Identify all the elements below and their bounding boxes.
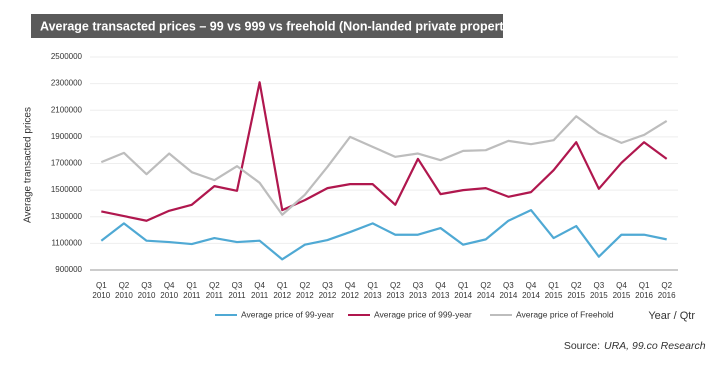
x-tick-label: Q2 2012 (296, 281, 314, 300)
x-tick-label: Q2 2014 (477, 281, 495, 300)
x-tick-label: Q1 2014 (454, 281, 472, 300)
source-label: Source: (564, 340, 600, 352)
y-tick-label: 2500000 (51, 52, 83, 61)
x-tick-label: Q1 2013 (364, 281, 382, 300)
x-tick-label: Q3 2015 (590, 281, 608, 300)
x-tick-label: Q3 2014 (499, 281, 517, 300)
y-tick-label: 1300000 (51, 212, 83, 221)
source: URA, 99.co Research (604, 340, 706, 352)
legend-label: Average price of 999-year (374, 309, 472, 319)
x-axis-label: Year / Qtr (648, 310, 695, 322)
x-tick-label: Q2 2010 (115, 281, 133, 300)
y-axis-label: Average transacted prices (23, 107, 34, 223)
y-tick-label: 1900000 (51, 132, 83, 141)
x-tick-label: Q1 2015 (545, 281, 563, 300)
chart-title: Average transacted prices – 99 vs 999 vs… (40, 19, 515, 33)
x-tick-label: Q3 2013 (409, 281, 427, 300)
x-tick-label: Q1 2011 (183, 281, 201, 300)
x-tick-label: Q3 2011 (228, 281, 246, 300)
x-tick-label: Q2 2015 (567, 281, 585, 300)
x-tick-label: Q1 2016 (635, 281, 653, 300)
title-box (31, 14, 503, 38)
x-tick-label: Q2 2016 (658, 281, 676, 300)
x-tick-label: Q3 2010 (138, 281, 156, 300)
x-tick-label: Q4 2015 (613, 281, 631, 300)
x-tick-label: Q3 2012 (319, 281, 337, 300)
legend-label: Average price of 99-year (241, 309, 334, 319)
y-tick-label: 2300000 (51, 79, 83, 88)
x-tick-label: Q4 2010 (160, 281, 178, 300)
x-tick-label: Q4 2014 (522, 281, 540, 300)
y-tick-label: 1500000 (51, 185, 83, 194)
y-tick-label: 900000 (55, 265, 82, 274)
x-tick-label: Q4 2013 (432, 281, 450, 300)
y-tick-label: 2100000 (51, 105, 83, 114)
x-tick-label: Q4 2011 (251, 281, 269, 300)
series-line (100, 115, 668, 216)
x-tick-label: Q1 2010 (92, 281, 110, 300)
x-tick-label: Q2 2013 (386, 281, 404, 300)
y-tick-label: 1100000 (51, 238, 82, 247)
series-line (100, 208, 667, 261)
y-tick-label: 1700000 (51, 159, 83, 168)
legend-label: Average price of Freehold (516, 309, 614, 319)
series-line (101, 81, 668, 222)
x-tick-label: Q1 2012 (273, 281, 291, 300)
x-tick-label: Q4 2012 (341, 281, 359, 300)
x-tick-label: Q2 2011 (206, 281, 224, 300)
